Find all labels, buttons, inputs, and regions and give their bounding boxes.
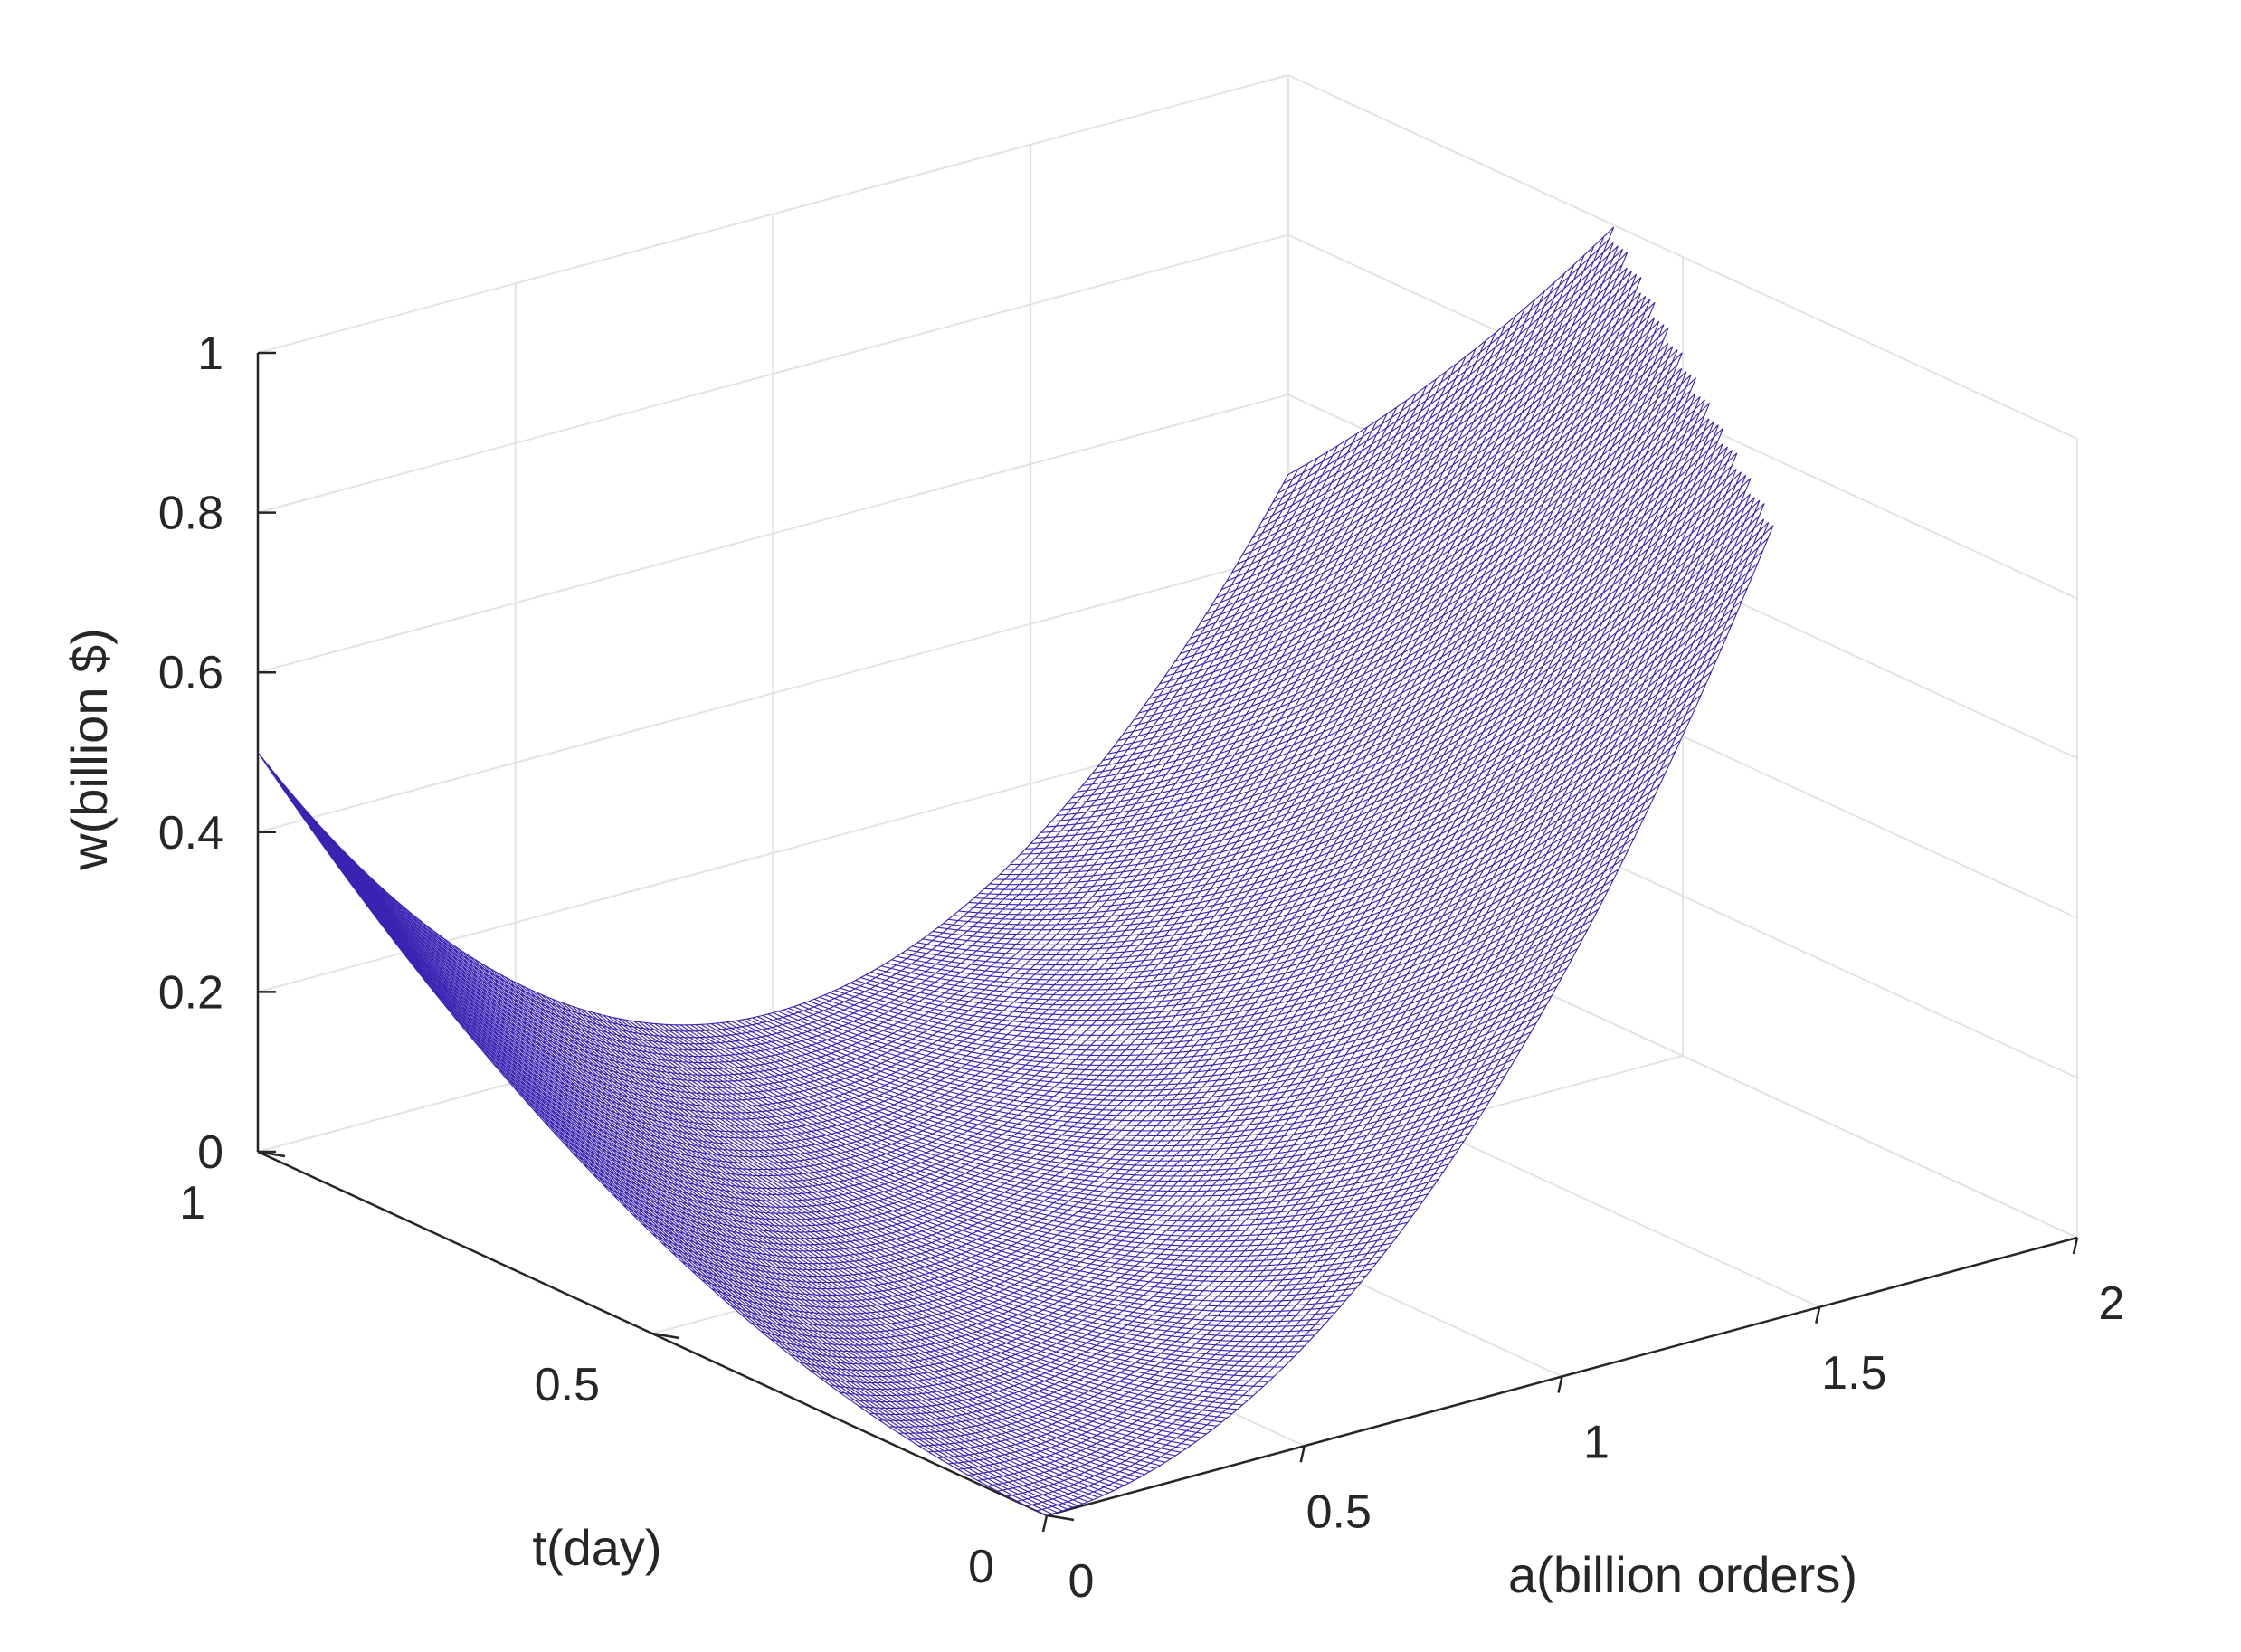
x-tick-label-4: 2 xyxy=(2099,1277,2125,1330)
x-tick-label-3: 1.5 xyxy=(1821,1347,1886,1400)
x-tick-3 xyxy=(1815,1306,1821,1324)
x-tick-label-2: 1 xyxy=(1583,1417,1610,1469)
x-tick-1 xyxy=(1299,1445,1306,1463)
y-tick-0 xyxy=(1046,1514,1075,1522)
axis-titles: a(billion orders) t(day) w(billion $) xyxy=(61,628,1857,1603)
y-tick-1 xyxy=(651,1332,680,1340)
y-axis-title: t(day) xyxy=(532,1519,661,1576)
surface-mesh-faces xyxy=(257,226,1774,1516)
x-tick-label-0: 0 xyxy=(1068,1555,1095,1608)
backwall-t-grid-z-3 xyxy=(257,394,1289,674)
x-tick-2 xyxy=(1557,1376,1563,1393)
z-tick-label-1: 0.2 xyxy=(158,966,223,1019)
x-tick-4 xyxy=(2072,1237,2079,1255)
y-tick-label-1: 0.5 xyxy=(535,1359,600,1411)
z-tick-label-4: 0.8 xyxy=(158,488,223,540)
x-tick-0 xyxy=(1041,1514,1049,1533)
z-tick-label-0: 0 xyxy=(197,1126,223,1179)
surface-mesh xyxy=(257,226,1774,1516)
z-axis-title: w(billion $) xyxy=(61,628,118,871)
backwall-t-grid-z-2 xyxy=(257,553,1289,833)
x-axis-title: a(billion orders) xyxy=(1508,1546,1857,1603)
backwall-t-grid-z-4 xyxy=(257,233,1289,514)
y-tick-label-2: 1 xyxy=(179,1177,205,1230)
z-tick-label-5: 1 xyxy=(197,328,223,380)
z-tick-label-2: 0.4 xyxy=(158,807,223,859)
z-tick-label-3: 0.6 xyxy=(158,647,223,699)
x-tick-label-1: 0.5 xyxy=(1306,1486,1372,1538)
backwall-t-grid-z-5 xyxy=(257,74,1289,354)
sidewall-a-grid-z-5 xyxy=(1287,74,2078,440)
y-tick-label-0: 0 xyxy=(968,1541,994,1593)
